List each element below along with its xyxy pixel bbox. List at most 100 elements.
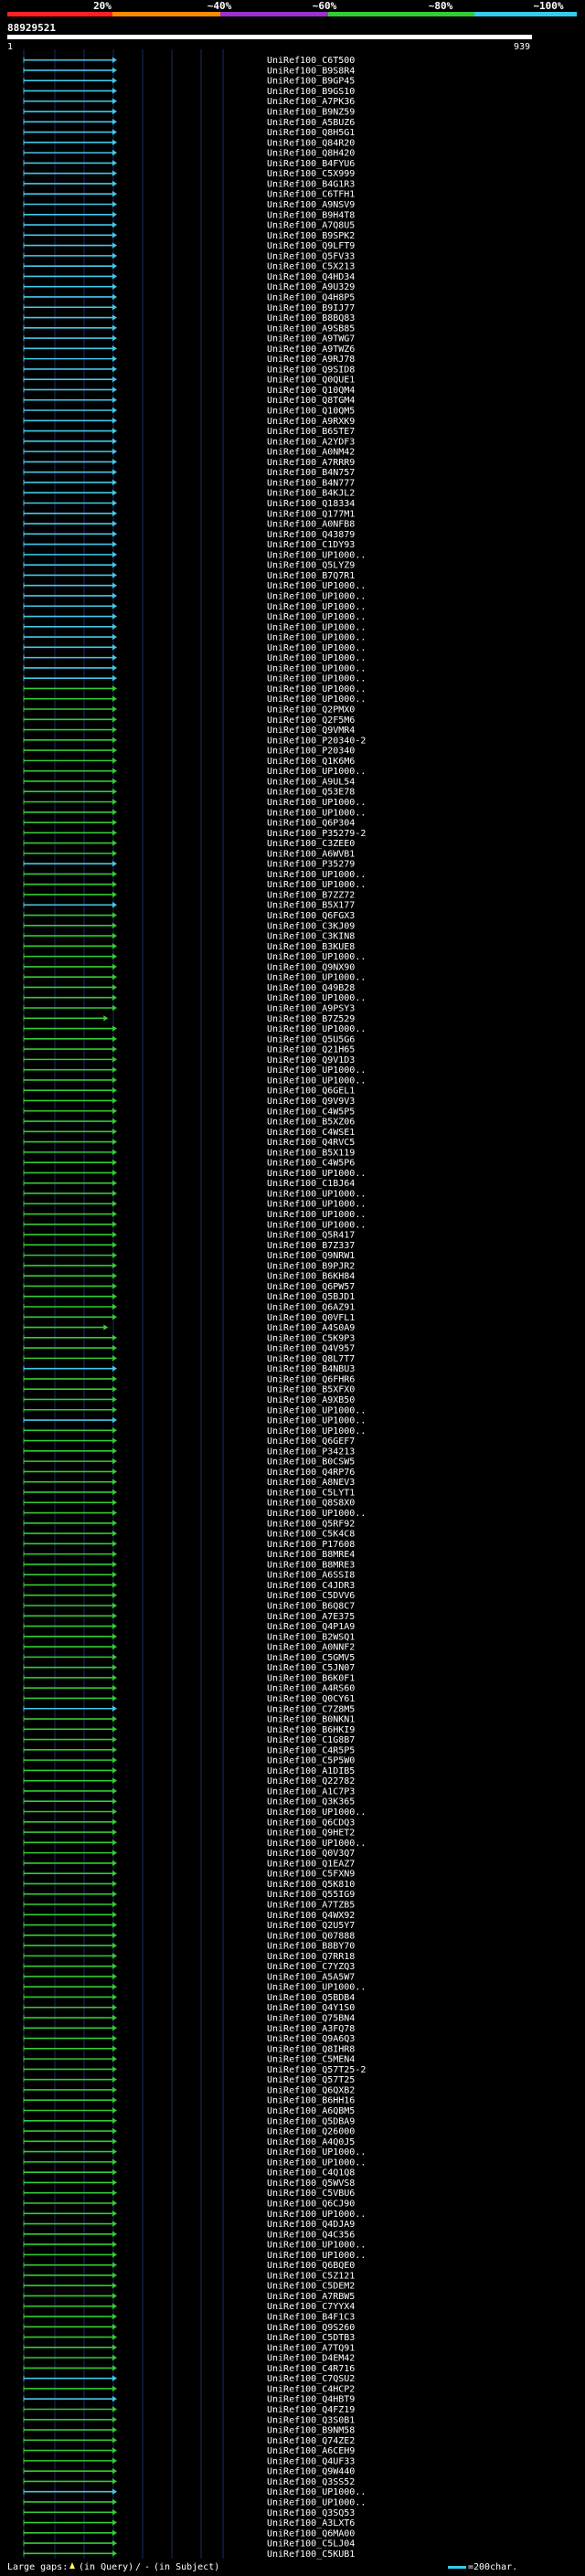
- hit-label[interactable]: UniRef100_C5DVV6: [267, 1591, 355, 1601]
- hit-label[interactable]: UniRef100_Q0VFL1: [267, 1313, 355, 1323]
- hit-label[interactable]: UniRef100_Q4RVC5: [267, 1138, 355, 1148]
- hit-label[interactable]: UniRef100_B9GP45: [267, 77, 355, 87]
- hit-label[interactable]: UniRef100_A0NNF2: [267, 1643, 355, 1653]
- hit-label[interactable]: UniRef100_C5LJ04: [267, 2539, 355, 2549]
- hit-label[interactable]: UniRef100_UP1000..: [267, 798, 366, 808]
- hit-label[interactable]: UniRef100_Q53E78: [267, 788, 355, 798]
- hit-label[interactable]: UniRef100_A9TWG7: [267, 334, 355, 345]
- hit-label[interactable]: UniRef100_B9GS10: [267, 87, 355, 97]
- hit-label[interactable]: UniRef100_UP1000..: [267, 663, 366, 673]
- hit-label[interactable]: UniRef100_Q75BN4: [267, 2014, 355, 2024]
- hit-label[interactable]: UniRef100_Q177M1: [267, 509, 355, 519]
- hit-label[interactable]: UniRef100_UP1000..: [267, 633, 366, 643]
- hit-label[interactable]: UniRef100_Q8L7T7: [267, 1354, 355, 1364]
- hit-label[interactable]: UniRef100_Q6BQE0: [267, 2261, 355, 2271]
- hit-label[interactable]: UniRef100_C4W5P5: [267, 1107, 355, 1117]
- hit-label[interactable]: UniRef100_Q5WVS8: [267, 2178, 355, 2189]
- hit-label[interactable]: UniRef100_Q8H420: [267, 149, 355, 159]
- hit-label[interactable]: UniRef100_C5MEN4: [267, 2055, 355, 2065]
- hit-label[interactable]: UniRef100_Q9NX90: [267, 962, 355, 972]
- hit-label[interactable]: UniRef100_Q6PW57: [267, 1282, 355, 1292]
- hit-label[interactable]: UniRef100_A9PSY3: [267, 1004, 355, 1014]
- hit-label[interactable]: UniRef100_B4KJL2: [267, 489, 355, 499]
- hit-label[interactable]: UniRef100_Q5BDB4: [267, 1993, 355, 2003]
- hit-label[interactable]: UniRef100_P34213: [267, 1447, 355, 1457]
- hit-label[interactable]: UniRef100_UP1000..: [267, 2147, 366, 2157]
- hit-label[interactable]: UniRef100_A9SB85: [267, 323, 355, 334]
- hit-label[interactable]: UniRef100_B9NM58: [267, 2426, 355, 2436]
- hit-label[interactable]: UniRef100_Q2PMX0: [267, 705, 355, 716]
- hit-label[interactable]: UniRef100_Q9S260: [267, 2323, 355, 2333]
- hit-label[interactable]: UniRef100_A7TZB5: [267, 1900, 355, 1910]
- hit-label[interactable]: UniRef100_Q0QUE1: [267, 376, 355, 386]
- hit-label[interactable]: UniRef100_C4JDR3: [267, 1581, 355, 1591]
- hit-label[interactable]: UniRef100_Q4Y1S0: [267, 2003, 355, 2013]
- hit-label[interactable]: UniRef100_A8NEV3: [267, 1478, 355, 1488]
- hit-label[interactable]: UniRef100_UP1000..: [267, 612, 366, 622]
- hit-label[interactable]: UniRef100_Q9HET2: [267, 1829, 355, 1839]
- hit-label[interactable]: UniRef100_B4G1R3: [267, 179, 355, 189]
- hit-label[interactable]: UniRef100_A9NSV9: [267, 200, 355, 210]
- hit-label[interactable]: UniRef100_C4W5P6: [267, 1159, 355, 1169]
- hit-label[interactable]: UniRef100_UP1000..: [267, 1426, 366, 1436]
- hit-label[interactable]: UniRef100_Q3SQ53: [267, 2508, 355, 2518]
- hit-label[interactable]: UniRef100_UP1000..: [267, 2487, 366, 2497]
- hit-label[interactable]: UniRef100_B9NZ59: [267, 108, 355, 118]
- hit-label[interactable]: UniRef100_C5P5W0: [267, 1756, 355, 1766]
- hit-label[interactable]: UniRef100_A3LXT6: [267, 2518, 355, 2528]
- hit-label[interactable]: UniRef100_Q3K365: [267, 1797, 355, 1807]
- hit-label[interactable]: UniRef100_Q4HBT9: [267, 2395, 355, 2405]
- hit-label[interactable]: UniRef100_B8BQ83: [267, 313, 355, 323]
- hit-label[interactable]: UniRef100_C5KUB1: [267, 2549, 355, 2560]
- hit-label[interactable]: UniRef100_C6TFH1: [267, 190, 355, 200]
- hit-label[interactable]: UniRef100_C4R716: [267, 2364, 355, 2374]
- hit-label[interactable]: UniRef100_A5A5W7: [267, 1972, 355, 1982]
- hit-label[interactable]: UniRef100_A6QBM5: [267, 2106, 355, 2116]
- hit-label[interactable]: UniRef100_Q4DJA9: [267, 2220, 355, 2230]
- hit-label[interactable]: UniRef100_UP1000..: [267, 1983, 366, 1993]
- hit-label[interactable]: UniRef100_A7E375: [267, 1612, 355, 1622]
- hit-label[interactable]: UniRef100_UP1000..: [267, 1210, 366, 1220]
- hit-label[interactable]: UniRef100_A7RBW5: [267, 2292, 355, 2302]
- hit-label[interactable]: UniRef100_A6SSI8: [267, 1571, 355, 1581]
- hit-label[interactable]: UniRef100_P20340: [267, 747, 355, 757]
- hit-label[interactable]: UniRef100_UP1000..: [267, 2210, 366, 2220]
- hit-label[interactable]: UniRef100_UP1000..: [267, 880, 366, 890]
- hit-label[interactable]: UniRef100_UP1000..: [267, 653, 366, 663]
- hit-label[interactable]: UniRef100_Q5U5G6: [267, 1034, 355, 1044]
- hit-label[interactable]: UniRef100_B7Z337: [267, 1241, 355, 1251]
- hit-label[interactable]: UniRef100_C5K9P3: [267, 1333, 355, 1343]
- hit-label[interactable]: UniRef100_P35279: [267, 860, 355, 870]
- hit-label[interactable]: UniRef100_C7Z8M5: [267, 1704, 355, 1714]
- hit-label[interactable]: UniRef100_UP1000..: [267, 973, 366, 983]
- hit-label[interactable]: UniRef100_C7YZQ3: [267, 1962, 355, 1972]
- hit-label[interactable]: UniRef100_Q4HD34: [267, 272, 355, 282]
- hit-label[interactable]: UniRef100_UP1000..: [267, 622, 366, 632]
- hit-label[interactable]: UniRef100_B7Q7R1: [267, 571, 355, 581]
- hit-label[interactable]: UniRef100_Q9A6Q3: [267, 2034, 355, 2044]
- hit-label[interactable]: UniRef100_B2WSQ1: [267, 1632, 355, 1642]
- hit-label[interactable]: UniRef100_A9RJ78: [267, 355, 355, 365]
- hit-label[interactable]: UniRef100_C7QSU2: [267, 2374, 355, 2384]
- hit-label[interactable]: UniRef100_C1DY93: [267, 540, 355, 550]
- hit-label[interactable]: UniRef100_C3ZEE0: [267, 839, 355, 849]
- hit-label[interactable]: UniRef100_UP1000..: [267, 1509, 366, 1519]
- hit-label[interactable]: UniRef100_Q07888: [267, 1931, 355, 1941]
- hit-label[interactable]: UniRef100_UP1000..: [267, 1189, 366, 1199]
- hit-label[interactable]: UniRef100_B6STE7: [267, 427, 355, 437]
- hit-label[interactable]: UniRef100_Q4H8P5: [267, 292, 355, 302]
- hit-label[interactable]: UniRef100_B5XZ06: [267, 1118, 355, 1128]
- hit-label[interactable]: UniRef100_Q57T25: [267, 2075, 355, 2085]
- hit-label[interactable]: UniRef100_Q4UF33: [267, 2456, 355, 2466]
- hit-label[interactable]: UniRef100_Q55IG9: [267, 1890, 355, 1900]
- hit-label[interactable]: UniRef100_C4HCP2: [267, 2384, 355, 2394]
- hit-label[interactable]: UniRef100_A1DIB5: [267, 1766, 355, 1776]
- hit-label[interactable]: UniRef100_C3KJ09: [267, 921, 355, 931]
- hit-label[interactable]: UniRef100_UP1000..: [267, 1220, 366, 1230]
- hit-label[interactable]: UniRef100_Q4FZ19: [267, 2405, 355, 2415]
- hit-label[interactable]: UniRef100_Q2F5M6: [267, 716, 355, 726]
- hit-label[interactable]: UniRef100_Q6CDQ3: [267, 1818, 355, 1828]
- hit-label[interactable]: UniRef100_Q9W440: [267, 2467, 355, 2477]
- hit-label[interactable]: UniRef100_Q0CY61: [267, 1694, 355, 1704]
- hit-label[interactable]: UniRef100_Q4V957: [267, 1344, 355, 1354]
